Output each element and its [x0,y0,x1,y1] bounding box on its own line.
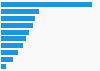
Bar [1,36,26,41]
Bar [1,43,23,48]
Bar [1,50,18,55]
Bar [1,57,13,62]
Bar [1,9,39,14]
Bar [1,2,92,7]
Bar [1,16,36,21]
Bar [1,64,6,69]
Bar [1,23,33,28]
Bar [1,30,29,35]
